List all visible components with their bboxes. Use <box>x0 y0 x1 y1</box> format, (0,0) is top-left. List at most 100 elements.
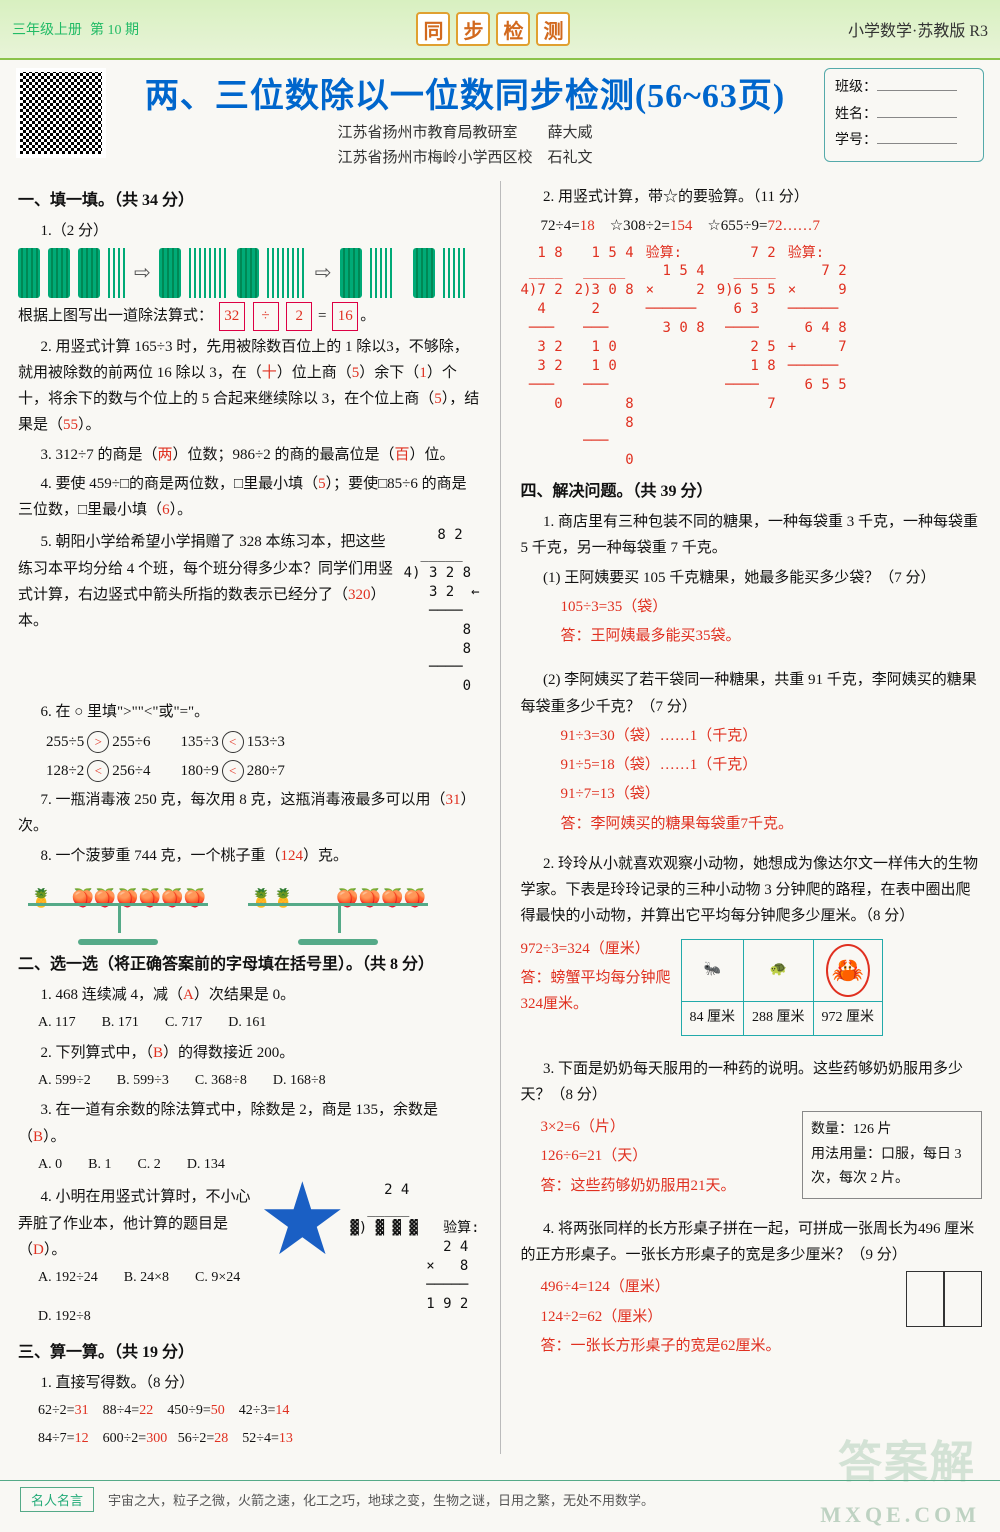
v2a: 154 <box>670 218 693 234</box>
animal-table: 🐜🐢🦀 84 厘米288 厘米972 厘米 <box>681 939 884 1036</box>
s2q4-A: A. 192÷24 <box>38 1266 98 1291</box>
c6: 600÷2= <box>103 1431 147 1446</box>
vc3: 7 2 _____ 9)6 5 5 6 3 ──── 2 5 1 8 ──── … <box>717 244 776 471</box>
s2q4-D: D. 192÷8 <box>38 1305 91 1330</box>
s4q4-a3: 答：一张长方形桌子的宽是62厘米。 <box>541 1333 891 1359</box>
s4q1-a1a: 105÷3=35（袋） <box>521 594 983 620</box>
s2q1-stem: 1. 468 连续减 4，减（ <box>41 987 184 1003</box>
s2q2-ans: B <box>153 1045 163 1061</box>
top-banner: 三年级上册 第 10 期 同 步 检 测 小学数学·苏教版 R3 <box>0 0 1000 60</box>
qr-code <box>16 68 106 158</box>
turtle-icon: 🐢 <box>744 939 814 1002</box>
c7: 56÷2= <box>178 1431 215 1446</box>
q5-ans: 320 <box>348 587 371 603</box>
s4q1-a1b: 答：王阿姨最多能买35袋。 <box>521 623 983 649</box>
c3a: 50 <box>211 1403 225 1418</box>
q1-stem: 根据上图写出一道除法算式： <box>18 308 213 324</box>
s4q3-a3: 答：这些药够奶奶服用21天。 <box>541 1173 785 1199</box>
q4-c: ）。 <box>170 502 193 518</box>
q6-2c: 180÷9 <box>180 763 218 779</box>
s2q1-ans: A <box>183 987 194 1003</box>
name-label: 姓名： <box>835 107 877 122</box>
q4-a2: 6 <box>162 502 170 518</box>
med-qty: 数量：126 片 <box>811 1118 973 1143</box>
c4: 42÷3= <box>239 1403 276 1418</box>
student-info: 班级： 姓名： 学号： <box>824 68 984 162</box>
s4q1-stem: 1. 商店里有三种包装不同的糖果，一种每袋重 3 千克，一种每袋重 5 千克，另… <box>521 509 983 562</box>
main-title: 两、三位数除以一位数同步检测(56~63页) <box>116 68 814 117</box>
vc3c: 验算: 7 2 × 9 ────── 6 4 8 + 7 ────── 6 5 … <box>788 244 847 471</box>
cell-turtle: 288 厘米 <box>744 1002 814 1036</box>
section-2-header: 二、选一选（将正确答案前的字母填在括号里）。（共 8 分） <box>18 951 480 979</box>
c7a: 28 <box>214 1431 228 1446</box>
q3-a2: 百 <box>394 447 409 463</box>
section-1-header: 一、填一填。（共 34 分） <box>18 187 480 215</box>
crab-cell: 🦀 <box>813 939 883 1002</box>
q5-longdiv: 8 2 _____ 4) 3 2 8 3 2 ← ──── 8 8 ──── 0 <box>404 526 480 696</box>
s4q1-p2: (2) 李阿姨买了若干袋同一种糖果，共重 91 千克，李阿姨买的糖果每袋重多少千… <box>521 667 983 720</box>
q8-ans: 124 <box>281 848 304 864</box>
s4q3-a1: 3×2=6（片） <box>541 1114 785 1140</box>
s4q3-a2: 126÷6=21（天） <box>541 1143 785 1169</box>
s2q2-B: B. 599÷3 <box>117 1069 169 1094</box>
id-label: 学号： <box>835 133 877 148</box>
c2: 88÷4= <box>103 1403 140 1418</box>
v1a: 18 <box>580 218 595 234</box>
footer: 名人名言 宇宙之大，粒子之微，火箭之速，化工之巧，地球之变，生物之谜，日用之繁，… <box>0 1480 1000 1518</box>
s2q4-B: B. 24×8 <box>124 1266 169 1291</box>
s4q1-a2r: 答：李阿姨买的糖果每袋重7千克。 <box>521 811 983 837</box>
q1-d: 16 <box>332 302 358 330</box>
q4-a1: 5 <box>318 476 326 492</box>
q1-b: ÷ <box>253 302 279 330</box>
q3-a1: 两 <box>157 447 172 463</box>
q6-1d: < <box>222 731 244 753</box>
ant-icon: 🐜 <box>681 939 744 1002</box>
crab-icon: 🦀 <box>826 944 870 998</box>
s2q1-A: A. 117 <box>38 1011 76 1036</box>
rect-diagram <box>906 1271 982 1336</box>
title-area: 两、三位数除以一位数同步检测(56~63页) 江苏省扬州市教育局教研室 薛大威 … <box>0 60 1000 175</box>
s2q3-ans: B <box>33 1129 43 1145</box>
s2q3-stem: 3. 在一道有余数的除法算式中，除数是 2，商是 135，余数是（ <box>18 1102 438 1144</box>
s2q4-C: C. 9×24 <box>195 1266 240 1291</box>
q8-b: ）克。 <box>303 848 348 864</box>
c5a: 12 <box>75 1431 89 1446</box>
q6-1b: 255÷6 <box>112 734 150 750</box>
q2-res: 55 <box>63 417 78 433</box>
q7-ans: 31 <box>446 792 461 808</box>
s4q1-p1: (1) 王阿姨要买 105 千克糖果，她最多能买多少袋？（7 分） <box>521 565 983 591</box>
q2-pos: 十 <box>262 365 277 381</box>
q3-b: ）位数；986÷2 的商的最高位是（ <box>173 447 395 463</box>
char-1: 同 <box>416 12 450 46</box>
q6-2a: 128÷2 <box>46 763 84 779</box>
v3a: 72……7 <box>767 218 820 234</box>
s3q1-label: 1. 直接写得数。（8 分） <box>18 1370 480 1396</box>
c4a: 14 <box>275 1403 289 1418</box>
q6-2e: 280÷7 <box>247 763 285 779</box>
c2a: 22 <box>139 1403 153 1418</box>
c3: 450÷9= <box>167 1403 211 1418</box>
vertical-calcs: 1 8 ____ 4)7 2 4 ─── 3 2 3 2 ─── 0 1 5 4… <box>521 244 983 471</box>
v1: 72÷4= <box>541 218 580 234</box>
ink-splat-icon <box>262 1181 342 1261</box>
q6-2s: < <box>87 760 109 782</box>
s2q3-tail: ）。 <box>43 1129 66 1145</box>
s2q4-ans: D <box>33 1242 44 1258</box>
s4q1-a2c: 91÷7=13（袋） <box>521 781 983 807</box>
s4q4-stem: 4. 将两张同样的长方形桌子拼在一起，可拼成一张周长为496 厘米的正方形桌子。… <box>521 1216 983 1269</box>
s2q1-B: B. 171 <box>102 1011 139 1036</box>
s2q4-div: 2 4 _____ ▓) ▓ ▓ ▓ 验算: 2 4 × 8 ───── 1 9… <box>350 1181 479 1313</box>
q2-r: 1 <box>419 365 427 381</box>
s4q1-a2b: 91÷5=18（袋）……1（千克） <box>521 752 983 778</box>
bundles-diagram: ⇨ ⇨ <box>18 248 480 298</box>
section-4-header: 四、解决问题。（共 39 分） <box>521 478 983 506</box>
s4q3-stem: 3. 下面是奶奶每天服用的一种药的说明。这些药够奶奶服用多少天？（8 分） <box>521 1056 983 1109</box>
medicine-box: 数量：126 片 用法用量：口服，每日 3 次，每次 2 片。 <box>802 1111 982 1199</box>
author-2: 江苏省扬州市梅岭小学西区校 石礼文 <box>116 146 814 167</box>
q4-a: 4. 要使 459÷□的商是两位数，□里最小填（ <box>41 476 319 492</box>
balance-diagram: 🍍🍑🍑🍑🍑🍑🍑 🍍🍍🍑🍑🍑🍑 <box>18 875 480 945</box>
q3-a: 3. 312÷7 的商是（ <box>41 447 158 463</box>
s2q3-B: B. 1 <box>88 1153 111 1178</box>
q2-b: ）位上商（ <box>277 365 352 381</box>
s2q2-C: C. 368÷8 <box>195 1069 247 1094</box>
